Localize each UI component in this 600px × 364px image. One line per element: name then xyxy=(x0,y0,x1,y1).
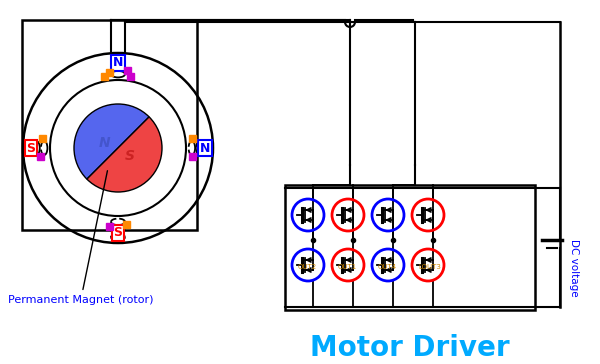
Text: OUT1: OUT1 xyxy=(338,264,357,270)
Wedge shape xyxy=(74,104,149,179)
Text: N: N xyxy=(99,136,111,150)
Text: DC voltage: DC voltage xyxy=(569,239,579,296)
Text: S: S xyxy=(113,226,122,240)
Text: S: S xyxy=(26,142,35,154)
Bar xyxy=(188,153,196,159)
Text: S: S xyxy=(125,149,135,163)
Text: N: N xyxy=(113,56,123,70)
Text: Permanent Magnet (rotor): Permanent Magnet (rotor) xyxy=(8,171,154,305)
Text: LOUT3: LOUT3 xyxy=(418,264,441,270)
Text: OUT2: OUT2 xyxy=(298,264,317,270)
Bar xyxy=(37,153,44,159)
Wedge shape xyxy=(87,117,162,192)
Bar xyxy=(38,135,46,142)
Bar xyxy=(285,185,535,310)
Bar xyxy=(188,135,196,142)
Text: Motor Driver: Motor Driver xyxy=(310,334,510,362)
Bar xyxy=(124,67,131,74)
Bar xyxy=(22,20,197,230)
Bar xyxy=(106,222,113,229)
Bar xyxy=(122,221,130,228)
Text: N: N xyxy=(200,142,210,154)
Bar xyxy=(127,72,133,79)
Bar xyxy=(101,72,107,79)
Bar xyxy=(106,68,113,75)
Text: OUT4: OUT4 xyxy=(378,264,397,270)
